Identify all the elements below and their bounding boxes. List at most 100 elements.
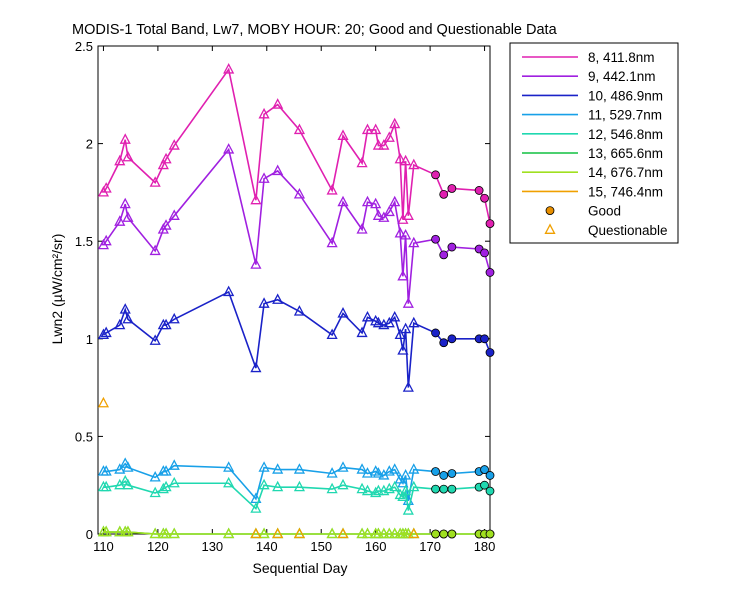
legend-label: 14, 676.7nm bbox=[588, 165, 663, 180]
questionable-point bbox=[361, 467, 374, 478]
series-line bbox=[102, 290, 491, 388]
questionable-point bbox=[394, 328, 406, 340]
questionable-point bbox=[223, 63, 235, 74]
questionable-point bbox=[100, 480, 112, 492]
questionable-point bbox=[370, 197, 382, 209]
questionable-point bbox=[160, 465, 172, 476]
good-point bbox=[439, 484, 449, 494]
questionable-point bbox=[293, 123, 306, 135]
questionable-point bbox=[97, 396, 110, 408]
questionable-point bbox=[114, 318, 126, 330]
questionable-point bbox=[400, 469, 412, 480]
questionable-point bbox=[337, 527, 349, 539]
questionable-point bbox=[372, 209, 384, 220]
questionable-point bbox=[408, 316, 420, 328]
legend-label: 10, 486.9nm bbox=[588, 88, 663, 103]
questionable-point bbox=[394, 227, 406, 238]
questionable-point bbox=[383, 205, 395, 217]
good-point bbox=[447, 469, 457, 478]
axes-box bbox=[97, 45, 491, 535]
questionable-point bbox=[272, 527, 284, 539]
questionable-point bbox=[250, 361, 262, 373]
questionable-point bbox=[168, 209, 180, 220]
questionable-point bbox=[361, 195, 374, 207]
questionable-point bbox=[361, 484, 374, 496]
questionable-point bbox=[293, 305, 306, 316]
questionable-point bbox=[389, 527, 401, 539]
questionable-point bbox=[337, 307, 349, 318]
questionable-point bbox=[397, 490, 409, 502]
good-point bbox=[480, 465, 489, 474]
legend-questionable-marker bbox=[544, 223, 556, 234]
series-5 bbox=[97, 474, 495, 515]
good-point bbox=[485, 471, 495, 480]
y-tick-label: 2 bbox=[86, 137, 93, 152]
legend-good-marker bbox=[545, 206, 555, 216]
questionable-point bbox=[122, 461, 134, 472]
questionable-point bbox=[157, 158, 169, 170]
good-point bbox=[431, 467, 440, 476]
good-point bbox=[439, 529, 449, 539]
questionable-point bbox=[383, 527, 395, 539]
questionable-point bbox=[370, 123, 382, 135]
questionable-point bbox=[223, 527, 235, 539]
questionable-point bbox=[160, 219, 172, 230]
questionable-point bbox=[397, 269, 409, 281]
y-tick-label: 0 bbox=[86, 527, 93, 542]
questionable-point bbox=[258, 297, 270, 308]
questionable-point bbox=[372, 484, 384, 496]
questionable-point bbox=[250, 527, 262, 539]
questionable-point bbox=[408, 158, 420, 170]
questionable-point bbox=[400, 484, 412, 496]
legend-label: Questionable bbox=[588, 223, 668, 238]
legend-label: 9, 442.1nm bbox=[588, 69, 656, 84]
questionable-point bbox=[223, 461, 235, 472]
questionable-point bbox=[400, 154, 412, 166]
good-point bbox=[439, 471, 449, 480]
questionable-point bbox=[389, 117, 401, 129]
good-point bbox=[447, 529, 457, 539]
good-point bbox=[447, 242, 457, 252]
questionable-point bbox=[361, 123, 374, 135]
questionable-point bbox=[100, 326, 112, 338]
legend-label: 13, 665.6nm bbox=[588, 146, 663, 161]
x-tick-label: 150 bbox=[310, 539, 332, 554]
questionable-point bbox=[122, 150, 134, 162]
questionable-point bbox=[408, 463, 420, 474]
good-point bbox=[447, 484, 457, 494]
questionable-point bbox=[397, 344, 409, 355]
questionable-point bbox=[402, 527, 414, 539]
questionable-point bbox=[337, 461, 349, 472]
questionable-point bbox=[100, 525, 112, 537]
questionable-point bbox=[272, 293, 284, 304]
questionable-point bbox=[370, 465, 382, 476]
y-tick-label: 2.5 bbox=[75, 39, 93, 54]
legend-label: Good bbox=[588, 204, 621, 219]
questionable-point bbox=[389, 195, 401, 207]
questionable-point bbox=[378, 211, 390, 222]
questionable-point bbox=[326, 527, 338, 539]
questionable-point bbox=[160, 480, 172, 492]
questionable-point bbox=[293, 463, 306, 474]
questionable-point bbox=[157, 482, 169, 494]
x-tick-label: 110 bbox=[93, 539, 114, 554]
good-point bbox=[485, 486, 495, 496]
x-tick-label: 140 bbox=[256, 539, 278, 554]
questionable-point bbox=[168, 476, 180, 488]
x-tick-label: 120 bbox=[147, 539, 169, 554]
good-point bbox=[447, 334, 457, 344]
questionable-point bbox=[378, 139, 390, 150]
questionable-point bbox=[370, 314, 382, 326]
good-point bbox=[431, 529, 440, 539]
series-8 bbox=[97, 396, 420, 539]
questionable-point bbox=[223, 285, 235, 297]
questionable-point bbox=[258, 172, 270, 183]
questionable-point bbox=[337, 129, 349, 140]
questionable-point bbox=[356, 482, 368, 494]
questionable-point bbox=[168, 459, 180, 470]
questionable-point bbox=[168, 527, 180, 539]
questionable-point bbox=[378, 527, 390, 539]
questionable-point bbox=[272, 480, 284, 492]
series-1 bbox=[97, 63, 495, 229]
questionable-point bbox=[272, 164, 284, 176]
